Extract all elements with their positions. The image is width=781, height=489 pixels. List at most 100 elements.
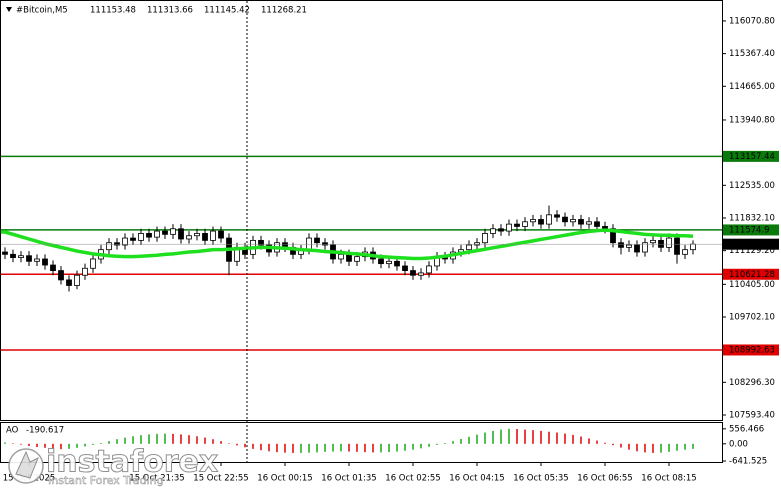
candle-body [170,228,176,235]
y-tick-label: 114665.00 [729,82,775,92]
candle-body [338,253,344,260]
candle-body [26,255,32,262]
candle-body [314,237,320,244]
candle-body [482,233,488,244]
header-value: 111313.66 [147,6,193,16]
menu-arrow [6,7,12,12]
candle-body [554,214,560,218]
level-label: 108992.63 [729,345,775,355]
candle-body [74,274,80,286]
candle-body [578,219,584,225]
x-tick-label: 15 Oct 22:55 [193,474,248,484]
candle-body [306,237,312,251]
candle-body [42,258,48,266]
level-label: 113157.44 [729,152,775,162]
current-price-bg [723,238,779,250]
candle-body [322,242,328,246]
candle-body [186,235,192,240]
candle-body [146,233,152,238]
candle-body [218,230,224,239]
candle-body [162,230,168,235]
y-tick-label: 113940.80 [729,115,775,125]
candle-body [682,249,688,255]
candle-body [34,258,40,262]
symbol: #Bitcoin,M5 [16,6,68,16]
candle-body [410,270,416,276]
header-value: 111268.21 [261,6,307,16]
main-panel-frame [0,0,723,421]
candle-body [474,242,480,246]
candle-body [674,237,680,255]
moving-average [1,228,694,261]
level-label: 110621.28 [729,270,775,280]
x-tick-label: 16 Oct 00:15 [257,474,312,484]
level-label-bg [723,268,779,280]
y-tick-label: 110405.00 [729,280,775,290]
candle-body [154,230,160,238]
candle-body [18,255,24,258]
candle-body [418,272,424,276]
candle-body [642,242,648,253]
candle-body [346,253,352,262]
level-label-bg [723,150,779,162]
candle-body [394,260,400,267]
x-tick-label: 16 Oct 02:55 [385,474,440,484]
x-tick-label: 16 Oct 08:15 [641,474,696,484]
x-tick-label: 16 Oct 05:35 [513,474,568,484]
candle-body [522,221,528,227]
candle-body [106,242,112,251]
candle-body [386,260,392,265]
candle-body [610,228,616,244]
candle-body [530,219,536,223]
candle-body [114,242,120,246]
candle-body [426,265,432,274]
candle-body [66,279,72,286]
candle-body [202,233,208,241]
y-tick-label: 109702.10 [729,312,775,322]
y-tick-label: 108296.30 [729,378,775,388]
candle-body [194,233,200,237]
candle-body [562,216,568,223]
candle-body [210,230,216,241]
candle-body [538,219,544,225]
y-tick-label: 111129.20 [729,246,775,256]
candle-body [354,256,360,262]
candle-body [258,239,264,246]
candle-body [122,237,128,246]
x-tick-label: 16 Oct 01:35 [321,474,376,484]
x-tick-label: 16 Oct 04:15 [449,474,504,484]
header-value: 111145.42 [204,6,250,16]
y-tick-label: 111832.10 [729,213,775,223]
candle-body [58,270,64,281]
candle-body [466,244,472,251]
candle-body [626,244,632,248]
candle-body [514,223,520,227]
ao-y-tick-label: 556.466 [729,424,764,434]
candle-body [90,258,96,269]
candle-body [618,242,624,248]
candle-body [138,233,144,241]
watermark-icon-mark [15,450,39,479]
candle-body [50,264,56,272]
candle-body [586,221,592,225]
candle-body [650,239,656,244]
candle-body [570,219,576,223]
watermark-tagline: Instant Forex Trading [48,474,164,487]
level-label-bg [723,344,779,356]
candle-body [666,237,672,248]
ao-panel-frame [0,422,723,463]
candle-body [594,221,600,227]
candle-body [378,258,384,265]
candle-body [130,237,136,241]
candle-body [490,228,496,234]
candle-body [402,265,408,272]
y-tick-label: 107593.40 [729,411,775,421]
candle-body [634,244,640,253]
candle-body [82,267,88,276]
watermark-brand: instaforex [46,445,218,480]
candle-body [2,251,8,255]
x-tick-label: 16 Oct 06:55 [577,474,632,484]
